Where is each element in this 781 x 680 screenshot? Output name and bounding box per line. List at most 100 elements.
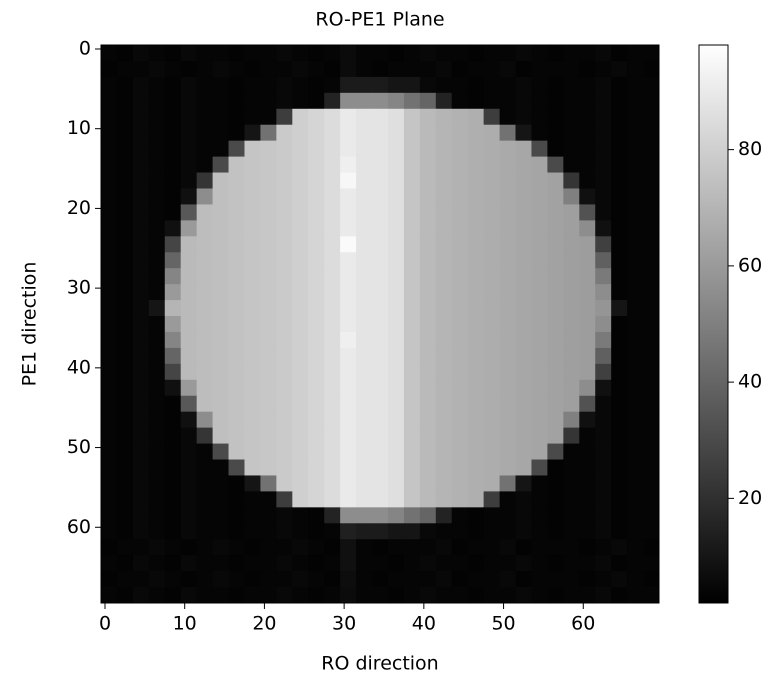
x-tick-label: 50	[491, 613, 515, 635]
cell	[164, 459, 182, 476]
cell	[547, 45, 564, 62]
cell	[244, 475, 261, 492]
cell	[148, 252, 166, 269]
cell	[116, 172, 134, 189]
cell	[531, 427, 548, 444]
cell	[308, 411, 325, 429]
cell	[467, 379, 485, 397]
cell	[324, 172, 341, 189]
cell	[627, 284, 644, 301]
cell	[132, 331, 150, 349]
cell	[563, 172, 580, 189]
cell	[627, 124, 644, 142]
cell	[324, 188, 341, 205]
chart-title: RO-PE1 Plane	[315, 9, 444, 31]
cell	[356, 459, 373, 476]
cell	[292, 316, 309, 333]
cell	[387, 571, 405, 588]
cell	[643, 587, 660, 604]
cell	[643, 220, 660, 237]
cell	[483, 555, 500, 572]
cell	[467, 411, 485, 429]
cell	[627, 300, 644, 317]
cell	[403, 76, 421, 94]
cell	[643, 188, 660, 205]
cell	[611, 124, 628, 142]
cell	[499, 523, 516, 540]
cell	[435, 331, 453, 349]
cell	[627, 236, 644, 253]
cell	[260, 300, 277, 317]
cell	[292, 284, 309, 301]
cell	[451, 475, 469, 492]
cell	[531, 188, 548, 205]
cell	[356, 220, 373, 237]
cell	[531, 236, 548, 253]
cell	[101, 220, 118, 237]
cell	[627, 363, 644, 381]
cell	[260, 379, 277, 397]
cell	[419, 411, 437, 429]
cell	[372, 60, 389, 78]
cell	[148, 92, 166, 110]
cell	[228, 236, 245, 253]
cell	[643, 284, 660, 301]
cell	[611, 60, 628, 78]
cell	[531, 459, 548, 476]
cell	[611, 395, 628, 413]
cell	[451, 571, 469, 588]
cell	[116, 284, 134, 301]
cell	[101, 443, 118, 460]
cell	[196, 427, 213, 444]
cell	[180, 587, 198, 604]
cell	[244, 555, 261, 572]
cell	[196, 204, 213, 221]
cell	[451, 60, 469, 78]
cell	[372, 92, 389, 110]
cell	[276, 124, 293, 142]
cell	[212, 459, 229, 476]
cell	[595, 459, 612, 476]
cell	[308, 523, 325, 540]
cell	[563, 411, 580, 429]
cell	[340, 331, 357, 349]
cell	[116, 188, 134, 205]
cell	[611, 76, 628, 94]
cell	[531, 491, 548, 508]
x-axis-label: RO direction	[321, 653, 438, 675]
cell	[547, 523, 564, 540]
cell	[276, 300, 293, 317]
cell	[467, 395, 485, 413]
cell	[403, 252, 421, 269]
cell	[643, 571, 660, 588]
cell	[212, 475, 229, 492]
cell	[451, 140, 469, 157]
cell	[356, 60, 373, 78]
cell	[499, 284, 516, 301]
cell	[547, 284, 564, 301]
cell	[387, 507, 405, 524]
cell	[260, 491, 277, 508]
cell	[324, 507, 341, 524]
cell	[435, 539, 453, 556]
cell	[340, 443, 357, 460]
cell	[228, 108, 245, 126]
cell	[387, 411, 405, 429]
cell	[116, 204, 134, 221]
cell	[403, 300, 421, 317]
cell	[595, 491, 612, 508]
cell	[164, 204, 182, 221]
cell	[180, 523, 198, 540]
cell	[499, 60, 516, 78]
cell	[116, 300, 134, 317]
cell	[308, 363, 325, 381]
cell	[276, 60, 293, 78]
cell	[531, 555, 548, 572]
cell	[164, 76, 182, 94]
cell	[260, 92, 277, 110]
cell	[563, 284, 580, 301]
cell	[132, 108, 150, 126]
cell	[403, 507, 421, 524]
cell	[148, 188, 166, 205]
cell	[228, 475, 245, 492]
